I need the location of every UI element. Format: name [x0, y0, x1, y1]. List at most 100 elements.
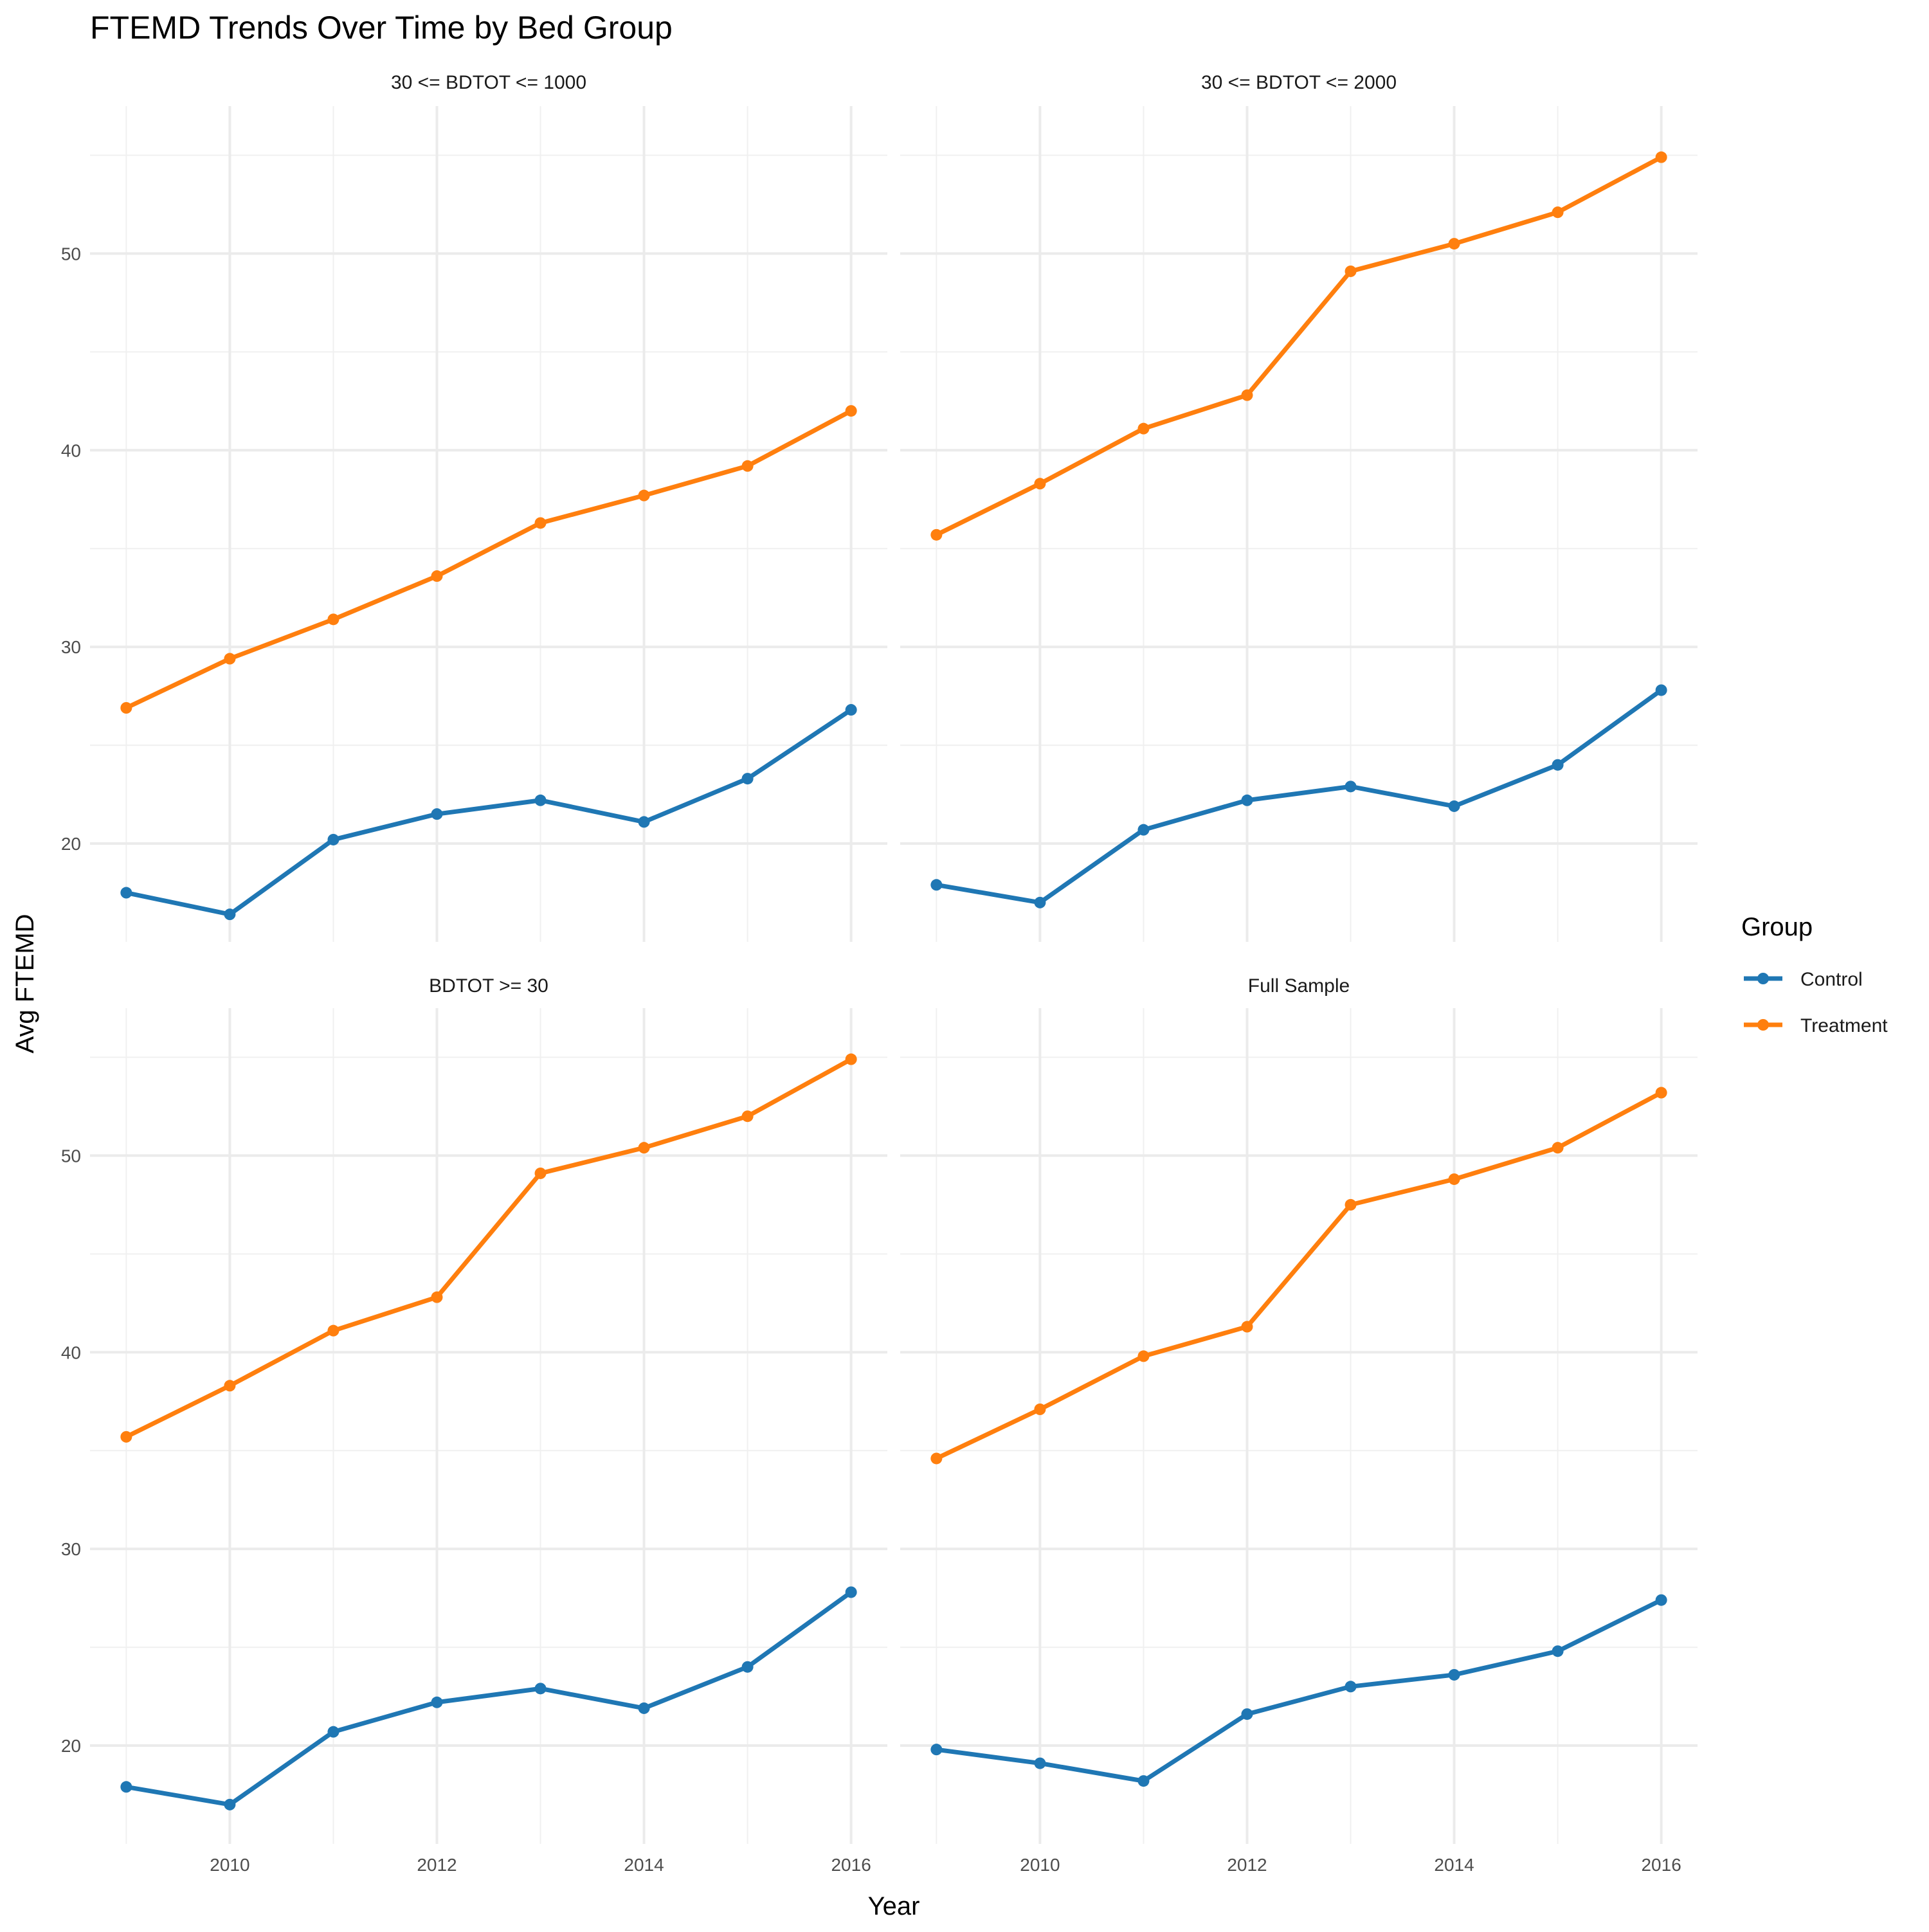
- x-tick-label: 2010: [1020, 1855, 1060, 1875]
- y-tick-label: 20: [61, 1736, 81, 1756]
- y-tick-label: 50: [61, 1146, 81, 1166]
- y-tick-label: 40: [61, 1342, 81, 1362]
- data-point-treatment: [120, 702, 132, 714]
- data-point-treatment: [224, 653, 236, 665]
- data-point-treatment: [534, 517, 547, 529]
- data-point-treatment: [1241, 1321, 1253, 1333]
- data-point-treatment: [534, 1167, 547, 1179]
- data-point-treatment: [1345, 265, 1357, 277]
- facet-label: 30 <= BDTOT <= 2000: [1201, 72, 1397, 93]
- data-point-control: [1034, 1757, 1046, 1769]
- legend-swatch-point: [1757, 1019, 1769, 1031]
- data-point-treatment: [431, 1291, 443, 1303]
- data-point-treatment: [1137, 1350, 1150, 1362]
- data-point-control: [224, 908, 236, 921]
- series-line-treatment: [123, 408, 854, 710]
- data-point-control: [534, 794, 547, 806]
- series-line-control: [123, 707, 854, 917]
- series-line-control: [934, 1598, 1664, 1783]
- data-point-treatment: [1448, 1173, 1460, 1186]
- y-tick-label: 30: [61, 637, 81, 657]
- data-point-treatment: [741, 460, 754, 472]
- data-point-control: [120, 887, 132, 899]
- x-tick-label: 2010: [210, 1855, 249, 1875]
- y-tick-label: 20: [61, 834, 81, 854]
- legend-title: Group: [1741, 913, 1813, 941]
- data-point-treatment: [431, 570, 443, 582]
- data-point-control: [1655, 684, 1667, 696]
- data-point-treatment: [1137, 422, 1150, 435]
- data-point-control: [1345, 1681, 1357, 1693]
- legend-label: Control: [1800, 969, 1863, 990]
- data-point-treatment: [845, 405, 857, 417]
- data-point-control: [224, 1798, 236, 1810]
- data-point-treatment: [638, 1142, 650, 1154]
- series-line-treatment: [123, 1057, 854, 1440]
- y-tick-label: 40: [61, 440, 81, 460]
- data-point-treatment: [1655, 1087, 1667, 1099]
- series-line-control: [123, 1589, 854, 1807]
- data-point-control: [741, 773, 754, 785]
- chart-title: FTEMD Trends Over Time by Bed Group: [90, 10, 673, 46]
- data-point-control: [930, 879, 943, 891]
- series-line-treatment: [934, 155, 1664, 537]
- legend-label: Treatment: [1800, 1015, 1888, 1036]
- data-point-treatment: [845, 1053, 857, 1065]
- panel-30-bdtot-1000: 30 <= BDTOT <= 1000 20 30 40 50: [61, 72, 887, 942]
- data-point-treatment: [327, 613, 340, 626]
- facet-label: BDTOT >= 30: [429, 975, 548, 997]
- legend-item-treatment: Treatment: [1744, 1015, 1888, 1036]
- legend-item-control: Control: [1744, 969, 1863, 990]
- data-point-control: [1241, 794, 1253, 806]
- legend-swatch-point: [1757, 973, 1769, 984]
- x-tick-label: 2012: [417, 1855, 457, 1875]
- series-line-treatment: [934, 1090, 1664, 1461]
- data-point-control: [1034, 896, 1046, 908]
- data-point-treatment: [1448, 238, 1460, 250]
- data-point-treatment: [1552, 1142, 1564, 1154]
- data-point-control: [845, 704, 857, 716]
- data-point-control: [741, 1661, 754, 1673]
- series-line-control: [934, 687, 1664, 905]
- x-tick-label: 2014: [624, 1855, 664, 1875]
- data-point-treatment: [741, 1110, 754, 1123]
- data-point-control: [431, 808, 443, 820]
- data-point-control: [1241, 1708, 1253, 1720]
- data-point-treatment: [1655, 151, 1667, 163]
- facet-label: Full Sample: [1248, 975, 1350, 997]
- data-point-control: [1552, 1645, 1564, 1657]
- data-point-control: [1448, 800, 1460, 812]
- data-point-treatment: [120, 1431, 132, 1443]
- data-point-control: [327, 1726, 340, 1738]
- data-point-treatment: [1552, 206, 1564, 219]
- data-point-control: [1137, 1775, 1150, 1787]
- y-axis-title: Avg FTEMD: [11, 914, 39, 1053]
- x-tick-label: 2014: [1434, 1855, 1474, 1875]
- panel-full-sample: Full Sample 2010 2012 2014 2016: [900, 975, 1698, 1875]
- data-point-treatment: [1034, 1404, 1046, 1415]
- data-point-control: [534, 1683, 547, 1695]
- data-point-control: [1552, 759, 1564, 771]
- data-point-control: [638, 816, 650, 828]
- x-tick-label: 2012: [1227, 1855, 1267, 1875]
- panel-30-bdtot-2000: 30 <= BDTOT <= 2000: [900, 72, 1698, 942]
- data-point-treatment: [930, 1452, 943, 1465]
- data-point-control: [120, 1781, 132, 1793]
- x-tick-label: 2016: [831, 1855, 871, 1875]
- data-point-control: [638, 1702, 650, 1714]
- data-point-treatment: [1241, 389, 1253, 401]
- data-point-control: [1448, 1668, 1460, 1681]
- data-point-control: [845, 1586, 857, 1598]
- y-tick-label: 30: [61, 1539, 81, 1559]
- data-point-treatment: [638, 489, 650, 501]
- data-point-treatment: [1034, 478, 1046, 490]
- x-axis-title: Year: [868, 1892, 920, 1920]
- facet-label: 30 <= BDTOT <= 1000: [391, 72, 586, 93]
- data-point-treatment: [224, 1380, 236, 1392]
- data-point-control: [327, 833, 340, 845]
- x-tick-label: 2016: [1641, 1855, 1681, 1875]
- legend: Group Control Treatment: [1741, 913, 1888, 1036]
- panel-bdtot-30: BDTOT >= 30 20 30 40 50 2010 2012 2014 2016: [61, 975, 887, 1875]
